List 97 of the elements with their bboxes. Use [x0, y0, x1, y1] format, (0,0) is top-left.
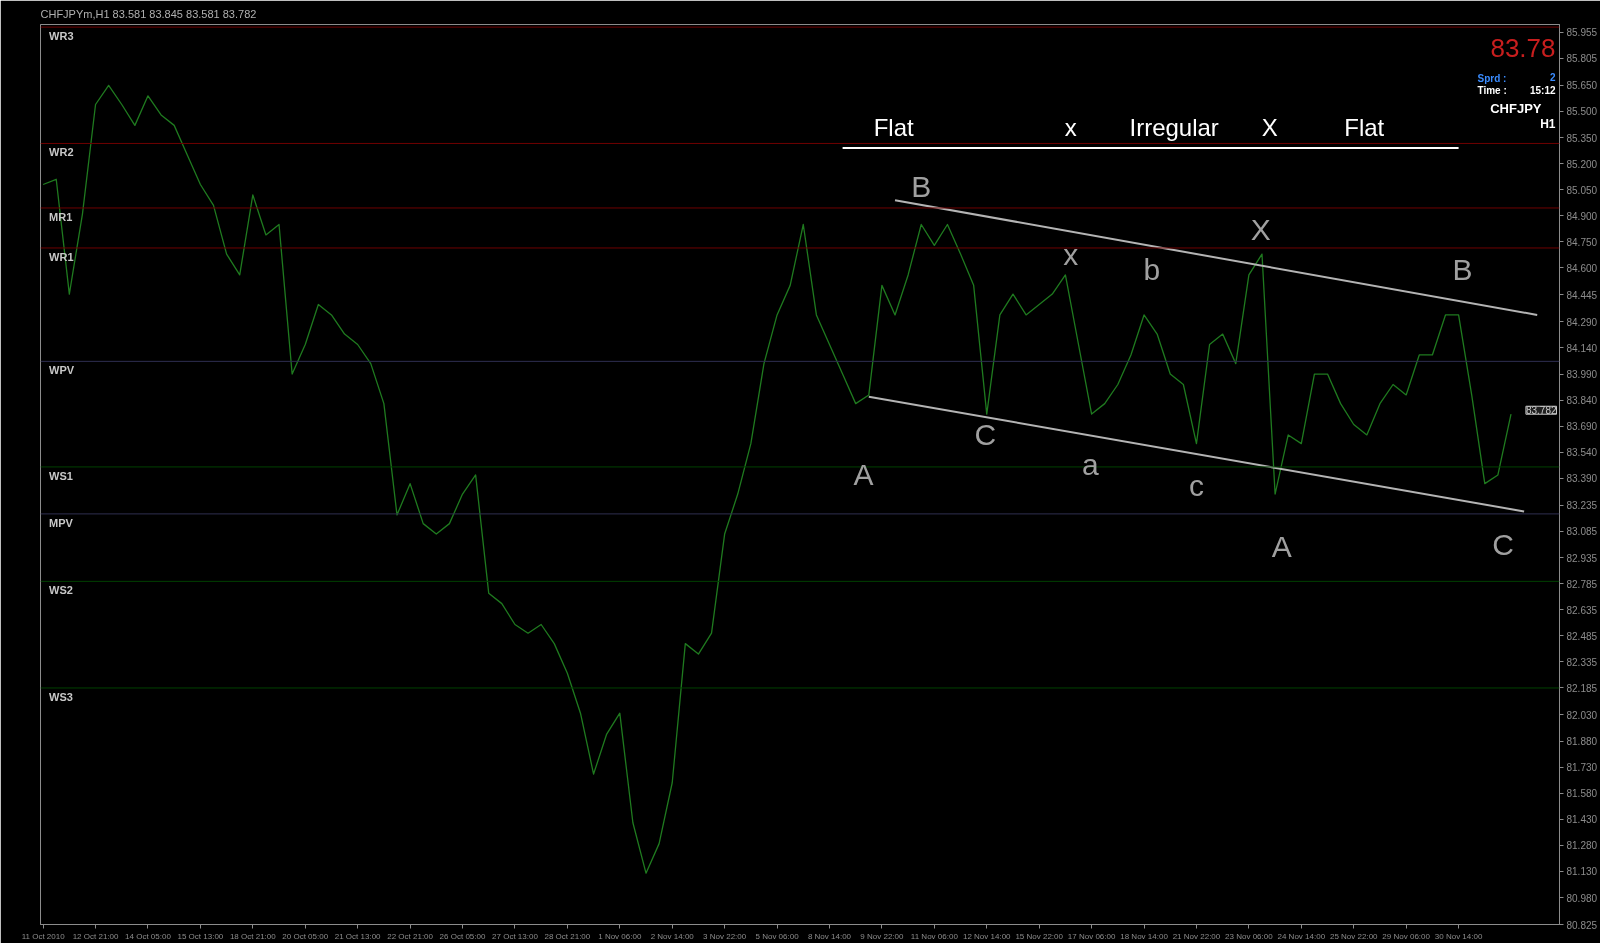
x-tick-label: 8 Nov 14:00: [807, 931, 852, 941]
y-tick-label: 83.690: [1566, 421, 1598, 433]
annotation: 2: [1549, 71, 1556, 83]
y-tick-label: 82.185: [1566, 682, 1598, 694]
y-tick-label: 82.785: [1566, 578, 1598, 590]
annotation: a: [1081, 448, 1099, 481]
y-tick-label: 81.880: [1566, 736, 1598, 748]
y-tick-label: 83.390: [1566, 473, 1598, 485]
ref-line-label: MR1: [49, 210, 73, 223]
x-tick-label: 18 Nov 14:00: [1120, 931, 1169, 941]
y-tick-label: 81.430: [1566, 814, 1598, 826]
annotation: H1: [1540, 116, 1556, 131]
annotation: x: [1063, 237, 1079, 271]
y-tick-label: 85.050: [1566, 184, 1598, 196]
y-tick-label: 82.935: [1566, 552, 1598, 564]
x-tick-label: 18 Oct 21:00: [229, 931, 277, 941]
x-tick-label: 1 Nov 06:00: [598, 931, 642, 941]
annotation: Irregular: [1129, 113, 1219, 141]
x-tick-label: 23 Nov 06:00: [1225, 931, 1274, 941]
annotation: C: [1492, 528, 1514, 561]
y-tick-label: 82.485: [1566, 630, 1598, 642]
annotation: A: [853, 458, 874, 492]
y-tick-label: 85.350: [1566, 132, 1598, 144]
x-tick-label: 20 Oct 05:00: [282, 931, 329, 941]
ref-line-label: WR3: [49, 30, 74, 43]
annotation: b: [1143, 253, 1161, 287]
y-tick-label: 85.200: [1566, 158, 1598, 170]
x-tick-label: 29 Nov 06:00: [1382, 931, 1431, 941]
annotation: X: [1250, 213, 1271, 247]
ref-line-label: WS2: [49, 584, 73, 597]
y-tick-label: 82.030: [1566, 709, 1598, 721]
y-tick-label: 85.805: [1566, 53, 1598, 65]
y-tick-label: 80.825: [1566, 919, 1598, 931]
x-tick-label: 9 Nov 22:00: [860, 931, 905, 941]
ref-line-label: WR2: [49, 146, 74, 159]
ref-line-label: WR1: [49, 250, 74, 263]
x-tick-label: 26 Oct 05:00: [439, 931, 486, 941]
y-tick-label: 81.730: [1566, 762, 1598, 774]
ref-line-label: MPV: [49, 516, 74, 529]
x-tick-label: 30 Nov 14:00: [1434, 931, 1483, 941]
x-tick-label: 21 Oct 13:00: [334, 931, 382, 941]
ref-line-label: WS3: [49, 690, 73, 703]
y-tick-label: 83.085: [1566, 526, 1598, 538]
y-tick-label: 81.280: [1566, 840, 1598, 852]
annotation: 83.782: [1525, 405, 1557, 417]
x-tick-label: 15 Nov 22:00: [1015, 931, 1064, 941]
annotation: Flat: [873, 113, 915, 141]
x-tick-label: 3 Nov 22:00: [703, 931, 747, 941]
x-tick-label: 11 Nov 06:00: [910, 931, 959, 941]
annotation: C: [974, 418, 997, 452]
x-tick-label: 15 Oct 13:00: [177, 931, 224, 941]
y-tick-label: 84.750: [1566, 236, 1598, 248]
y-tick-label: 85.955: [1566, 27, 1598, 39]
annotation: Sprd :: [1477, 72, 1507, 84]
y-tick-label: 84.900: [1566, 210, 1598, 222]
annotation: 83.78: [1490, 32, 1556, 63]
ref-line-label: WS1: [49, 469, 73, 482]
y-tick-label: 82.335: [1566, 656, 1598, 668]
annotation: A: [1271, 529, 1292, 563]
x-tick-label: 5 Nov 06:00: [755, 931, 800, 941]
x-tick-label: 2 Nov 14:00: [650, 931, 695, 941]
x-tick-label: 12 Nov 14:00: [962, 931, 1012, 941]
y-tick-label: 83.540: [1566, 447, 1598, 459]
annotation: x: [1064, 113, 1077, 141]
x-tick-label: 27 Oct 13:00: [492, 931, 539, 941]
annotation: Flat: [1344, 113, 1385, 141]
y-tick-label: 84.445: [1566, 289, 1598, 301]
y-tick-label: 80.980: [1566, 892, 1598, 904]
y-tick-label: 84.140: [1566, 342, 1598, 354]
y-tick-label: 85.650: [1566, 80, 1598, 92]
y-tick-label: 83.840: [1566, 395, 1598, 407]
y-tick-label: 83.990: [1566, 369, 1598, 381]
ref-line-label: WPV: [49, 364, 75, 377]
annotation: CHFJPY: [1490, 100, 1542, 116]
x-tick-label: 22 Oct 21:00: [387, 931, 434, 941]
annotation: c: [1188, 468, 1204, 502]
annotation: X: [1261, 113, 1278, 141]
y-tick-label: 84.290: [1566, 316, 1598, 328]
y-tick-label: 84.600: [1566, 262, 1598, 274]
y-tick-label: 81.580: [1566, 788, 1598, 800]
x-tick-label: 21 Nov 22:00: [1172, 931, 1221, 941]
chart-title: CHFJPYm,H1 83.581 83.845 83.581 83.782: [40, 7, 257, 20]
x-tick-label: 11 Oct 2010: [21, 931, 66, 941]
x-tick-label: 25 Nov 22:00: [1329, 931, 1379, 941]
y-tick-label: 81.130: [1566, 866, 1598, 878]
annotation: B: [1452, 253, 1473, 287]
x-tick-label: 17 Nov 06:00: [1067, 931, 1116, 941]
y-tick-label: 82.635: [1566, 604, 1598, 616]
x-tick-label: 24 Nov 14:00: [1277, 931, 1326, 941]
x-tick-label: 28 Oct 21:00: [544, 931, 591, 941]
y-tick-label: 85.500: [1566, 106, 1598, 118]
y-tick-label: 83.235: [1566, 500, 1598, 512]
x-tick-label: 14 Oct 05:00: [125, 931, 172, 941]
x-tick-label: 12 Oct 21:00: [72, 931, 119, 941]
annotation: B: [911, 169, 932, 203]
annotation: Time :: [1477, 84, 1507, 96]
annotation: 15:12: [1529, 84, 1556, 96]
